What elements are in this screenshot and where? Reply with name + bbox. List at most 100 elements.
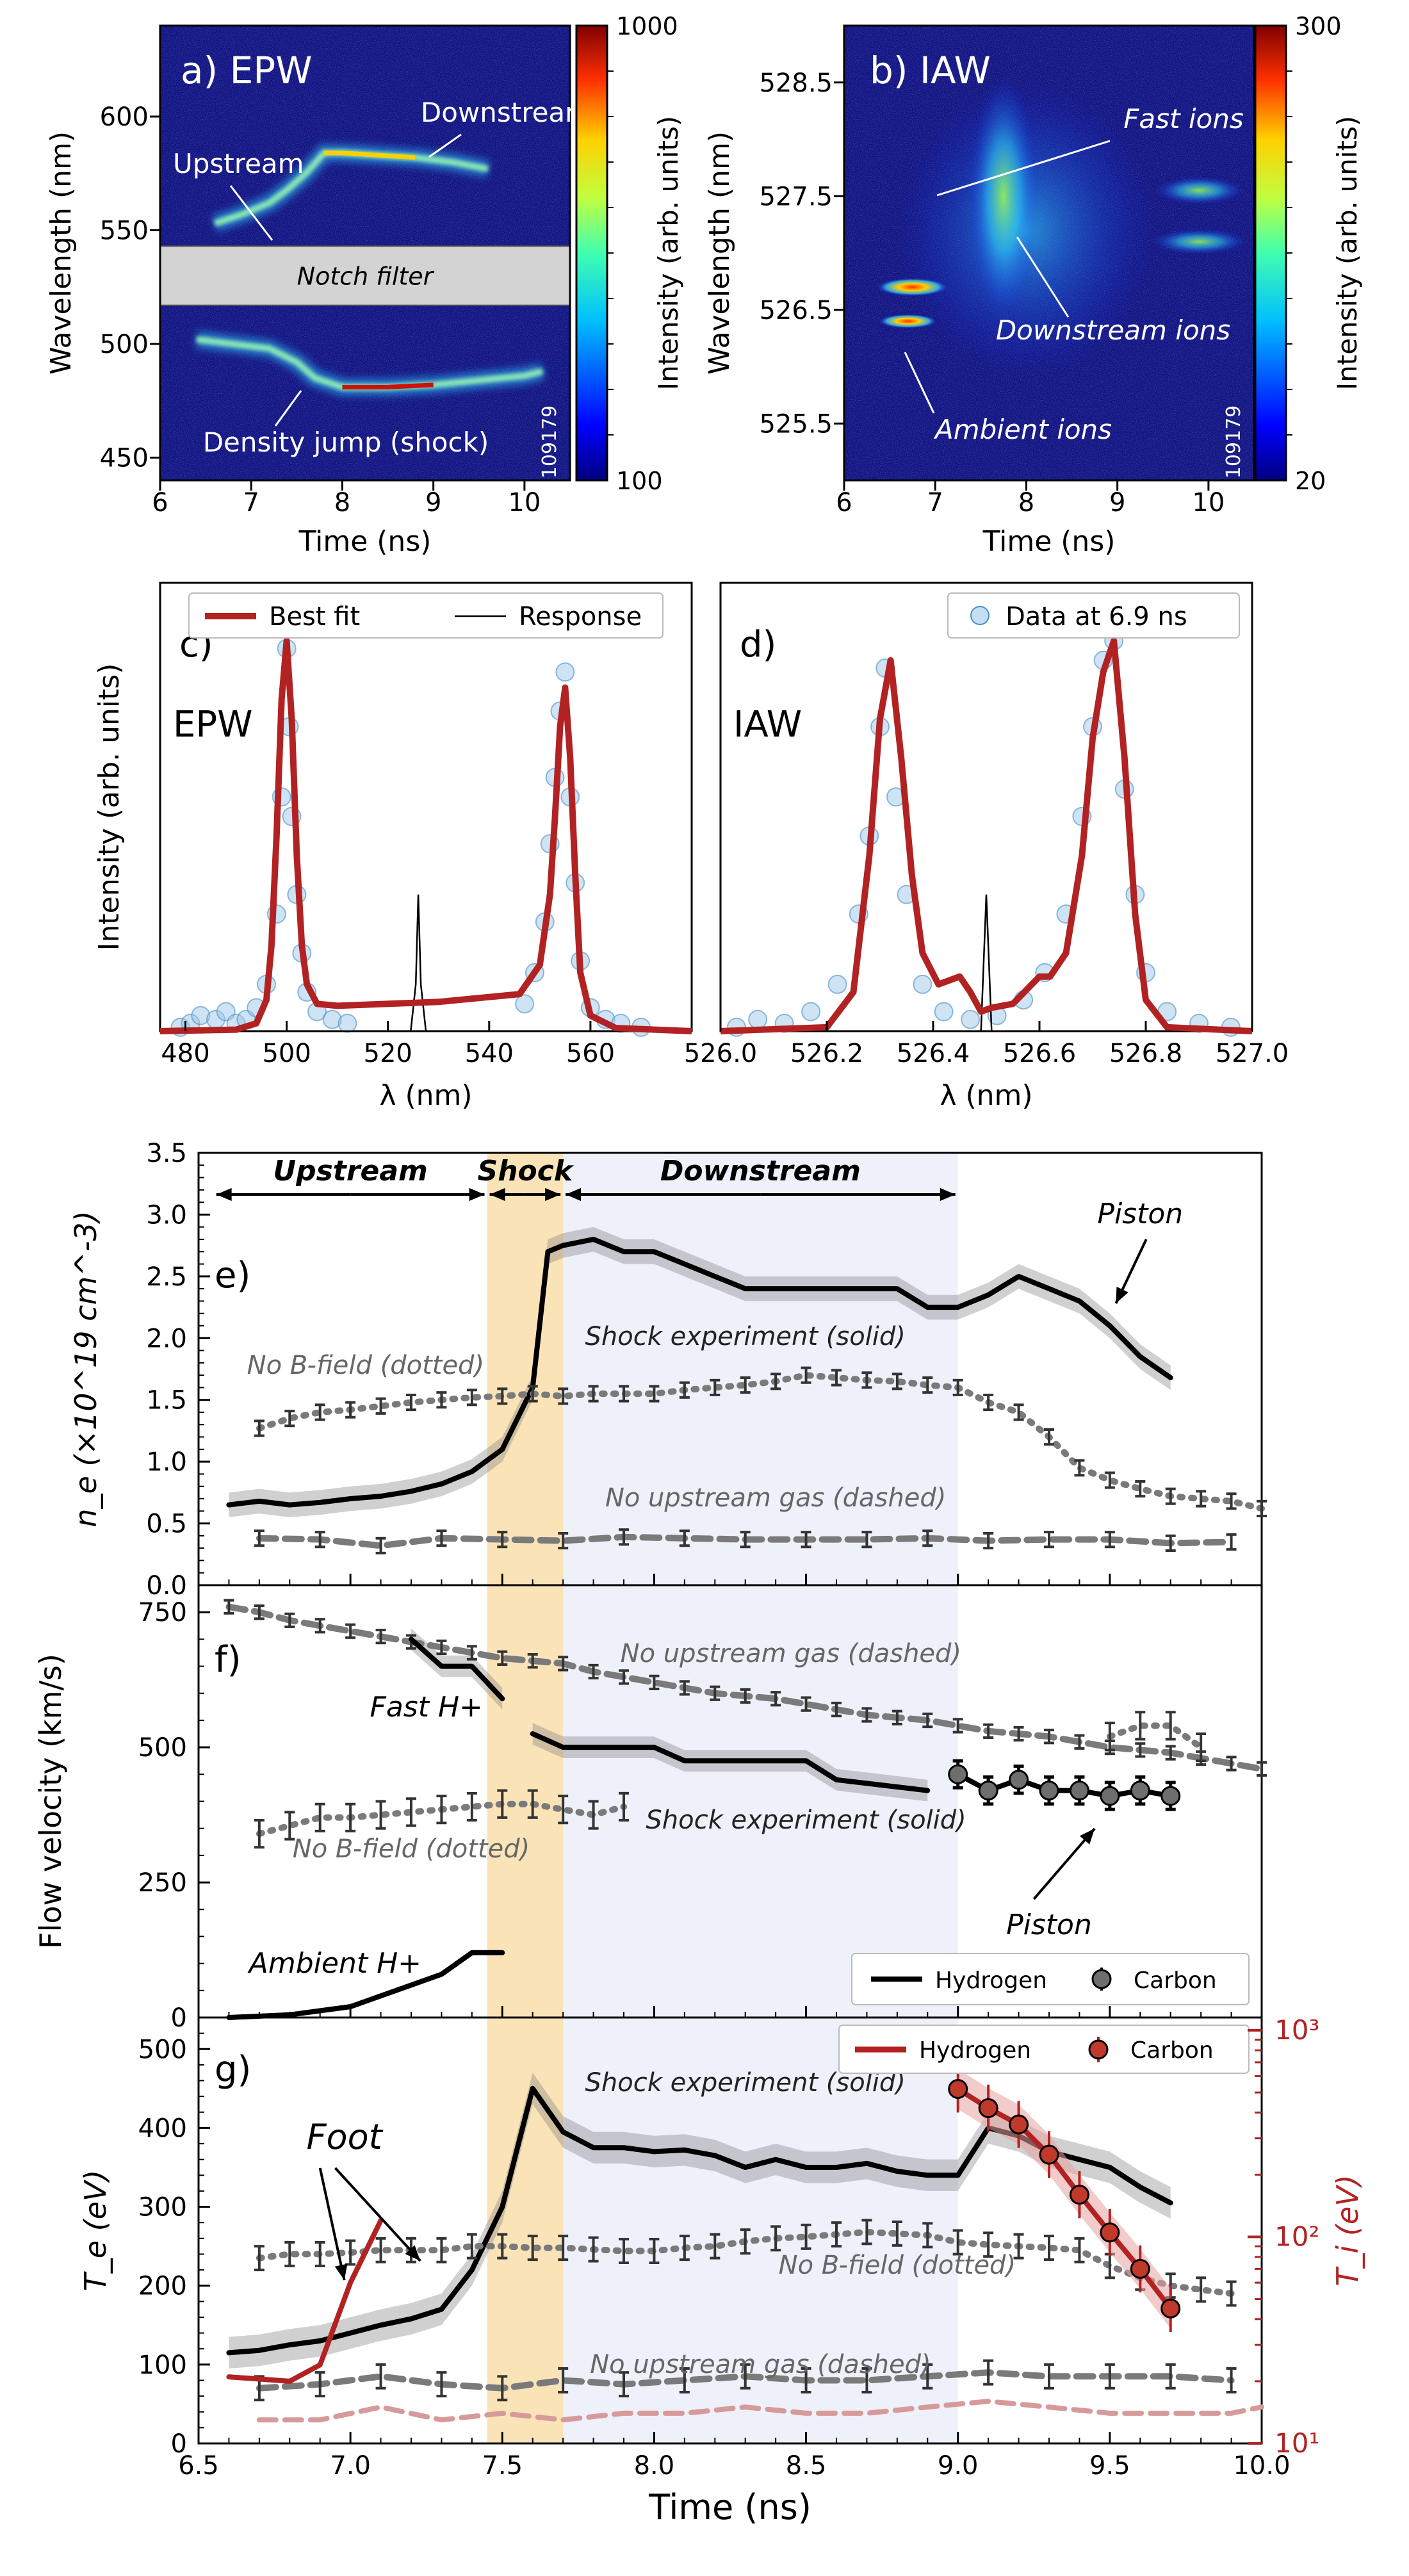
carbon-marker <box>1100 2222 1120 2243</box>
series-line <box>226 2217 384 2384</box>
annotation-line <box>428 133 462 158</box>
carbon-marker <box>1161 1786 1181 1806</box>
panel-e-density: Upstream Shock Downstream e) Piston Shock exp… <box>69 1139 1267 1601</box>
annotation-shock-experiment: Shock experiment (solid) <box>646 1806 966 1835</box>
region-label-upstream: Upstream <box>273 1155 428 1187</box>
panel-b-iaw-streak: b) IAW Fast ions Downstream ions Ambient io… <box>703 12 1363 558</box>
carbon-marker <box>948 1764 968 1784</box>
carbon-marker <box>1009 1770 1029 1790</box>
arrow-head <box>216 1187 232 1202</box>
x-tick-label: 8 <box>334 488 350 518</box>
x-axis-label: Time (ns) <box>648 2487 811 2527</box>
carbon-marker <box>978 2098 998 2119</box>
feature-ambient-lower <box>879 314 937 329</box>
series-line <box>226 1237 1173 1508</box>
colorbar-max-label: 1000 <box>616 12 678 40</box>
x-tick-label: 6 <box>152 488 168 518</box>
x-tick-label: 9.0 <box>938 2451 979 2481</box>
notch-filter-label: Notch filter <box>297 263 435 291</box>
trace-core <box>342 382 434 389</box>
y2-tick-label: 10¹ <box>1275 2427 1319 2459</box>
y-tick-label: 0.0 <box>146 1571 187 1601</box>
annotation-line <box>229 185 273 241</box>
legend-label-carbon: Carbon <box>1130 2037 1214 2064</box>
x-tick-label: 560 <box>566 1039 615 1068</box>
feature-late-upper <box>1154 176 1244 205</box>
response-line <box>721 894 1252 1032</box>
panel-subtitle: IAW <box>733 704 802 746</box>
arrow-head <box>489 1187 505 1202</box>
heatmap-traces <box>195 144 545 396</box>
panel-a-epw-streak: Notch filter a) EPW Downstream Upstream Dens… <box>45 12 684 558</box>
data-point <box>934 1002 954 1022</box>
y2-axis-label: T_i (eV) <box>1330 2174 1365 2286</box>
x-tick-label: 10 <box>508 488 541 518</box>
legend-label-hydrogen: Hydrogen <box>919 2037 1031 2064</box>
x-tick-label: 500 <box>262 1039 311 1068</box>
annotation-ambient-h: Ambient H+ <box>247 1947 421 1980</box>
shock-band <box>487 2018 564 2443</box>
series-line <box>256 1372 1265 1512</box>
trace-core <box>324 151 416 160</box>
annotation-no-upstream-gas: No upstream gas (dashed) <box>621 1639 961 1668</box>
carbon-marker <box>978 1781 998 1801</box>
annotation-fast-ions: Fast ions <box>1123 103 1243 135</box>
panel-label: b) IAW <box>870 49 991 92</box>
x-tick-label: 9 <box>1109 488 1125 518</box>
x-tick-label: 10 <box>1192 488 1225 518</box>
annotation-line <box>274 390 302 427</box>
annotation-ambient-ions: Ambient ions <box>933 414 1112 445</box>
legend-swatch-carbon <box>1088 2039 1109 2060</box>
uncertainty-band <box>229 2073 1171 2369</box>
carbon-marker <box>1069 2185 1089 2205</box>
annotation-shock-experiment: Shock experiment (solid) <box>585 1322 906 1351</box>
y-axis-label: Wavelength (nm) <box>703 131 736 375</box>
panel-label: f) <box>215 1639 241 1681</box>
annotation-line <box>1016 236 1070 318</box>
x-tick-label: 9 <box>425 488 441 518</box>
arrow-head <box>334 2263 348 2280</box>
legend-box <box>188 592 664 639</box>
plot-frame <box>159 24 571 482</box>
legend-label-data: Data at 6.9 ns <box>1006 602 1187 632</box>
x-tick-label: 480 <box>161 1039 209 1068</box>
data-point <box>338 1013 357 1033</box>
y-tick-label: 200 <box>138 2272 187 2301</box>
y-tick-label: 100 <box>138 2351 187 2380</box>
x-tick-label: 8.0 <box>634 2451 675 2481</box>
y-axis-label: Intensity (arb. units) <box>93 664 126 951</box>
y-axis-label: n_e (×10^19 cm^-3) <box>69 1211 103 1527</box>
panel-f-flow-velocity: f) No upstream gas (dashed) Fast H+ Shock e… <box>33 1584 1267 2033</box>
data-point <box>827 974 847 994</box>
y-tick-label: 3.5 <box>146 1139 187 1168</box>
carbon-marker <box>1039 1781 1059 1801</box>
annotation-density-jump: Density jump (shock) <box>203 427 489 458</box>
annotation-no-b-field: No B-field (dotted) <box>293 1834 530 1864</box>
x-tick-label: 7.0 <box>330 2451 371 2481</box>
downstream-band <box>563 1585 958 2018</box>
annotation-no-b-field: No B-field (dotted) <box>779 2251 1016 2280</box>
series-line <box>409 1636 505 1702</box>
legend-label-hydrogen: Hydrogen <box>935 1968 1047 1994</box>
colorbar-min-label: 20 <box>1295 467 1326 495</box>
x-tick-label: 7 <box>927 488 943 518</box>
series-line <box>530 1731 931 1793</box>
annotation-piston: Piston <box>1097 1198 1183 1230</box>
feature-ambient-upper <box>877 278 948 297</box>
plot-frame <box>843 24 1255 482</box>
y-tick-label: 400 <box>138 2114 187 2143</box>
legend-box <box>838 2025 1250 2074</box>
colorbar-label: Intensity (arb. units) <box>1332 116 1363 391</box>
y-tick-label: 528.5 <box>759 69 833 98</box>
x-tick-label: 526.4 <box>897 1039 970 1068</box>
y-tick-label: 500 <box>138 2035 187 2064</box>
y-tick-label: 525.5 <box>759 409 833 439</box>
x-axis-label: Time (ns) <box>982 525 1116 558</box>
shot-number: 109179 <box>1223 405 1245 479</box>
annotation-no-upstream-gas: No upstream gas (dashed) <box>605 1483 946 1513</box>
panel-label: d) <box>740 624 776 665</box>
carbon-marker <box>948 2079 968 2099</box>
carbon-marker <box>1161 2298 1181 2319</box>
feature-late-lower <box>1151 229 1248 255</box>
